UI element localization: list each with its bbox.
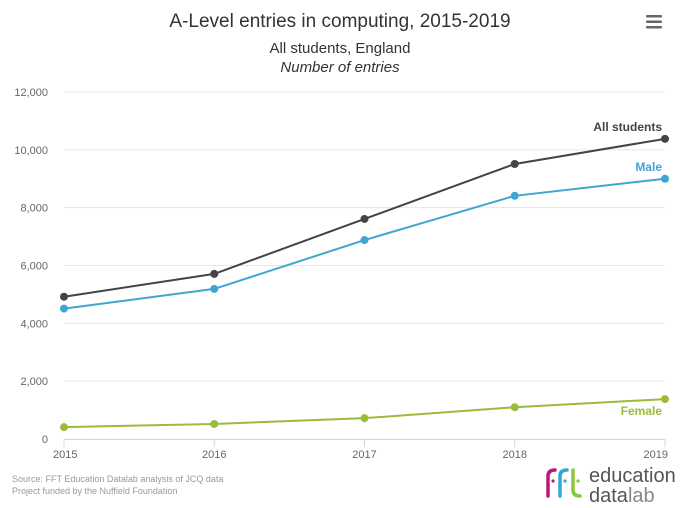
x-tick-label: 2018 [503,449,527,461]
series: All students Male Female [60,120,669,432]
y-tick-label: 6,000 [20,261,48,273]
data-point[interactable] [60,292,68,301]
series-label: All students [593,120,662,134]
education-datalab-logo: education datalab [546,465,676,507]
y-tick-label: 2,000 [20,376,48,388]
data-point[interactable] [661,134,669,143]
data-point[interactable] [510,403,519,412]
series-label: Female [621,404,663,418]
data-point[interactable] [510,191,519,200]
y-tick-label: 0 [42,434,48,446]
y-axis: 0 2,000 4,000 6,000 8,000 10,000 12,000 [14,87,48,446]
chart-title: A-Level entries in computing, 2015-2019 [169,11,510,32]
logo-text-data: data [589,485,629,507]
funding-note: Project funded by the Nuffield Foundatio… [12,486,177,496]
gridlines [64,91,665,382]
series-label: Male [635,160,662,174]
logo-text-datalab: datalab [589,485,655,507]
data-point[interactable] [360,236,369,245]
logo-text-education: education [589,465,676,487]
data-point[interactable] [510,160,519,169]
x-tick-label: 2017 [352,449,376,461]
logo-text-lab: lab [628,485,655,507]
y-tick-label: 10,000 [14,145,48,157]
data-point[interactable] [360,414,369,423]
hamburger-menu-icon[interactable] [640,0,670,34]
chart-subtitle: All students, England [270,40,411,57]
data-point[interactable] [60,304,68,313]
data-point[interactable] [210,419,219,428]
y-tick-label: 12,000 [14,87,48,99]
series-female: Female [60,395,669,432]
chart-subtitle-units: Number of entries [280,59,400,76]
data-point[interactable] [210,269,219,278]
data-point[interactable] [661,395,669,404]
y-tick-label: 4,000 [20,318,48,330]
fft-logo-mark-icon [546,468,582,498]
series-line [63,398,666,429]
y-tick-label: 8,000 [20,203,48,215]
x-axis: 2015 2016 2017 2018 2019 [53,439,668,461]
data-point[interactable] [210,284,219,293]
x-tick-label: 2016 [202,449,226,461]
data-point[interactable] [360,214,369,223]
series-all-students: All students [60,120,669,301]
source-note: Source: FFT Education Datalab analysis o… [12,474,223,484]
data-point[interactable] [661,174,669,183]
x-tick-label: 2019 [644,449,668,461]
series-male: Male [60,160,669,313]
data-point[interactable] [60,423,68,432]
x-tick-label: 2015 [53,449,77,461]
